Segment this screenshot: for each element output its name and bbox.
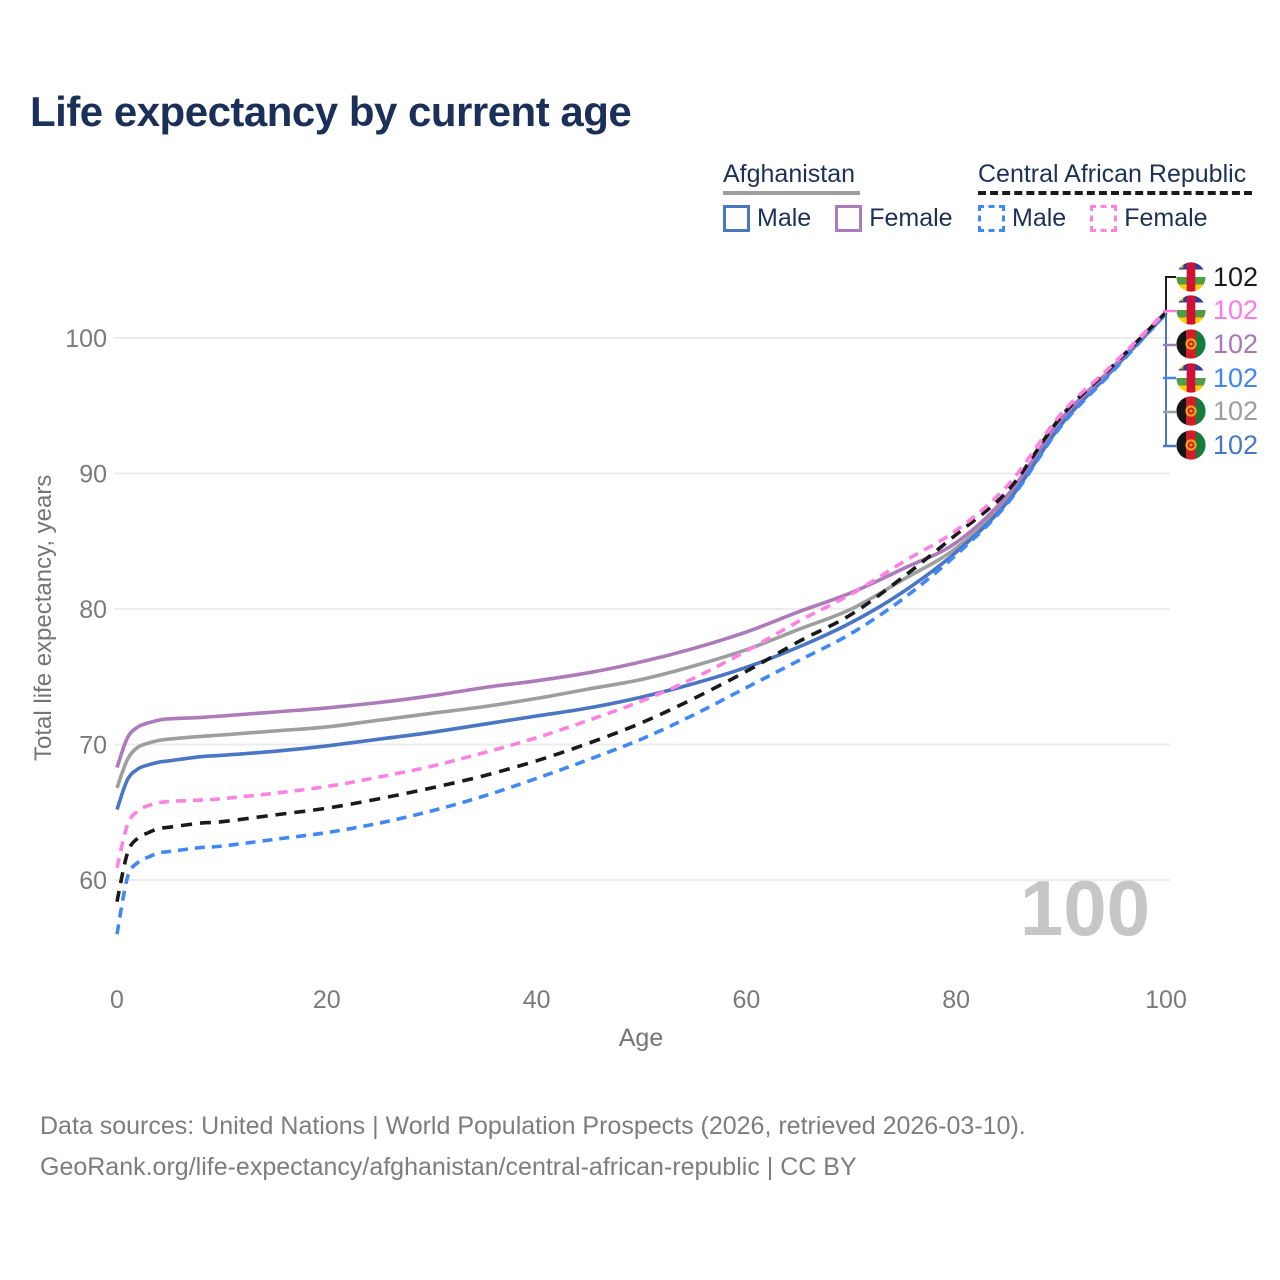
endpoint-value: 102 (1213, 429, 1259, 460)
y-tick-label: 70 (79, 732, 107, 760)
legend-item-label-male: Male (757, 204, 812, 232)
leader-black (1165, 276, 1176, 311)
endpoint-value: 102 (1213, 396, 1259, 427)
x-tick-label: 40 (523, 986, 551, 1014)
endpoint-value: 102 (1213, 362, 1259, 393)
legend-swatch-car-male (978, 205, 1005, 232)
x-tick-label: 20 (313, 986, 341, 1014)
series-central-african-republic-male (115, 312, 1168, 935)
x-tick-label: 100 (1145, 986, 1187, 1014)
legend-group-central-african-republic: Central African Republic Male Female (978, 160, 1252, 233)
series-afghanistan-female (115, 311, 1168, 769)
legend-country-label-central-african-republic: Central African Republic (978, 160, 1247, 188)
y-tick-label: 80 (79, 596, 107, 624)
afghanistan-flag-icon (1176, 396, 1206, 426)
y-tick-label: 100 (65, 325, 107, 353)
series-central-african-republic-female (115, 309, 1168, 869)
attribution-text: GeoRank.org/life-expectancy/afghanistan/… (40, 1153, 857, 1181)
endpoint-value: 102 (1213, 295, 1259, 326)
central-african-republic-flag-icon: ★ (1176, 362, 1206, 393)
legend-linestyle-solid (723, 191, 860, 195)
legend-linestyle-dashed (978, 191, 1252, 195)
legend-item-label-female: Female (869, 204, 953, 232)
legend-swatch-afghanistan-female (835, 205, 863, 232)
svg-text:★: ★ (1179, 296, 1185, 304)
series-afghanistan-male (115, 312, 1168, 811)
legend-group-afghanistan: Afghanistan Male Female (723, 160, 977, 233)
central-african-republic-flag-icon: ★ (1176, 295, 1206, 325)
footer: Data sources: United Nations | World Pop… (40, 1106, 1026, 1188)
page-title: Life expectancy by current age (30, 88, 632, 135)
legend-swatch-afghanistan-male (723, 205, 750, 232)
x-tick-label: 80 (942, 986, 970, 1014)
endpoint-label-row-central-african-republic-total: ★ 102 (1176, 260, 1258, 294)
svg-text:★: ★ (1179, 363, 1185, 371)
x-axis-title: Age (618, 1024, 664, 1052)
endpoint-value: 102 (1213, 261, 1259, 292)
legend-item-label-female: Female (1124, 204, 1208, 232)
endpoint-label-row-afghanistan-female: 102 (1176, 327, 1258, 361)
endpoint-label-row-central-african-republic-male: ★ 102 (1176, 361, 1258, 395)
endpoint-labels: ★ 102 ★ 102 102 ★ 102 (1176, 260, 1258, 462)
legend-item-label-male: Male (1012, 204, 1067, 232)
central-african-republic-flag-icon: ★ (1176, 262, 1206, 292)
svg-text:★: ★ (1179, 262, 1185, 270)
x-tick-label: 60 (732, 986, 760, 1014)
y-axis-title: Total life expectancy, years (30, 474, 57, 762)
x-tick-label: 0 (110, 986, 124, 1014)
series-central-african-republic-total (115, 311, 1168, 903)
series-afghanistan-total (115, 312, 1168, 789)
endpoint-label-row-afghanistan-total: 102 (1176, 394, 1258, 428)
endpoint-label-row-afghanistan-male: 102 (1176, 428, 1258, 462)
legend-swatch-car-female (1090, 205, 1118, 232)
y-tick-label: 60 (79, 867, 107, 895)
afghanistan-flag-icon (1176, 430, 1206, 460)
endpoint-value: 102 (1213, 328, 1259, 359)
afghanistan-flag-icon (1176, 329, 1206, 359)
data-sources-text: Data sources: United Nations | World Pop… (40, 1112, 1026, 1140)
legend-country-label-afghanistan: Afghanistan (723, 160, 856, 188)
y-tick-label: 90 (79, 461, 107, 489)
age-watermark: 100 (1019, 864, 1150, 952)
endpoint-label-row-central-african-republic-female: ★ 102 (1176, 294, 1258, 328)
